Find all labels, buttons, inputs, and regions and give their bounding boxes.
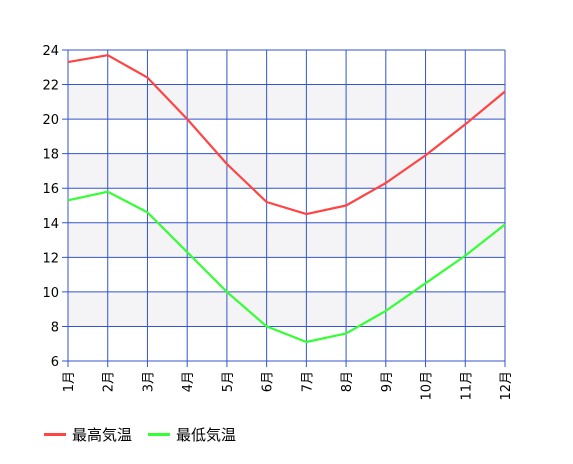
legend-label-high: 最高気温 <box>72 426 133 444</box>
x-tick-label: 11月 <box>459 371 474 401</box>
x-tick-label: 7月 <box>300 371 315 392</box>
y-tick-label: 16 <box>42 182 59 197</box>
y-tick-label: 14 <box>42 217 59 232</box>
plot-band <box>68 84 505 120</box>
series-line-high <box>67 54 506 216</box>
legend: 最高気温 最低気温 <box>44 424 252 445</box>
y-tick-label: 22 <box>42 79 59 94</box>
y-tick-label: 20 <box>42 113 59 128</box>
plot-band <box>68 291 505 327</box>
x-tick-label: 10月 <box>420 371 435 401</box>
x-tick-label: 5月 <box>221 371 236 392</box>
y-axis: 6 8 10 12 14 16 18 20 22 24 <box>42 44 59 370</box>
legend-item-high: 最高気温 <box>44 424 132 445</box>
y-tick-label: 10 <box>42 286 59 301</box>
line-chart: 6 8 10 12 14 16 18 20 22 24 1月 2月 3月 4月 5月 6月 7月 8月 9月 10月… <box>42 44 514 401</box>
x-tick-label: 8月 <box>340 371 355 392</box>
y-tick-label: 12 <box>42 251 59 266</box>
plot-bands <box>68 84 505 327</box>
y-tick-label: 18 <box>42 148 59 163</box>
legend-item-low: 最低気温 <box>148 424 236 445</box>
series-lines <box>67 54 506 344</box>
plot-band <box>68 222 505 258</box>
series-line-low <box>67 190 506 344</box>
x-axis: 1月 2月 3月 4月 5月 6月 7月 8月 9月 10月 11月 12月 <box>62 371 514 401</box>
x-tick-label: 1月 <box>62 371 77 392</box>
legend-swatch-high <box>44 433 66 436</box>
y-tick-label: 24 <box>42 44 59 59</box>
plot-band <box>68 153 505 189</box>
y-tick-label: 8 <box>51 320 59 335</box>
x-tick-label: 4月 <box>181 371 196 392</box>
legend-swatch-low <box>148 433 171 436</box>
x-tick-label: 2月 <box>102 371 117 392</box>
x-tick-label: 12月 <box>499 371 514 401</box>
y-tick-label: 6 <box>51 355 59 370</box>
x-tick-label: 9月 <box>380 371 395 392</box>
legend-label-low: 最低気温 <box>176 426 237 444</box>
x-tick-label: 6月 <box>261 371 276 392</box>
grid-lines <box>62 49 506 367</box>
x-tick-label: 3月 <box>141 371 156 392</box>
